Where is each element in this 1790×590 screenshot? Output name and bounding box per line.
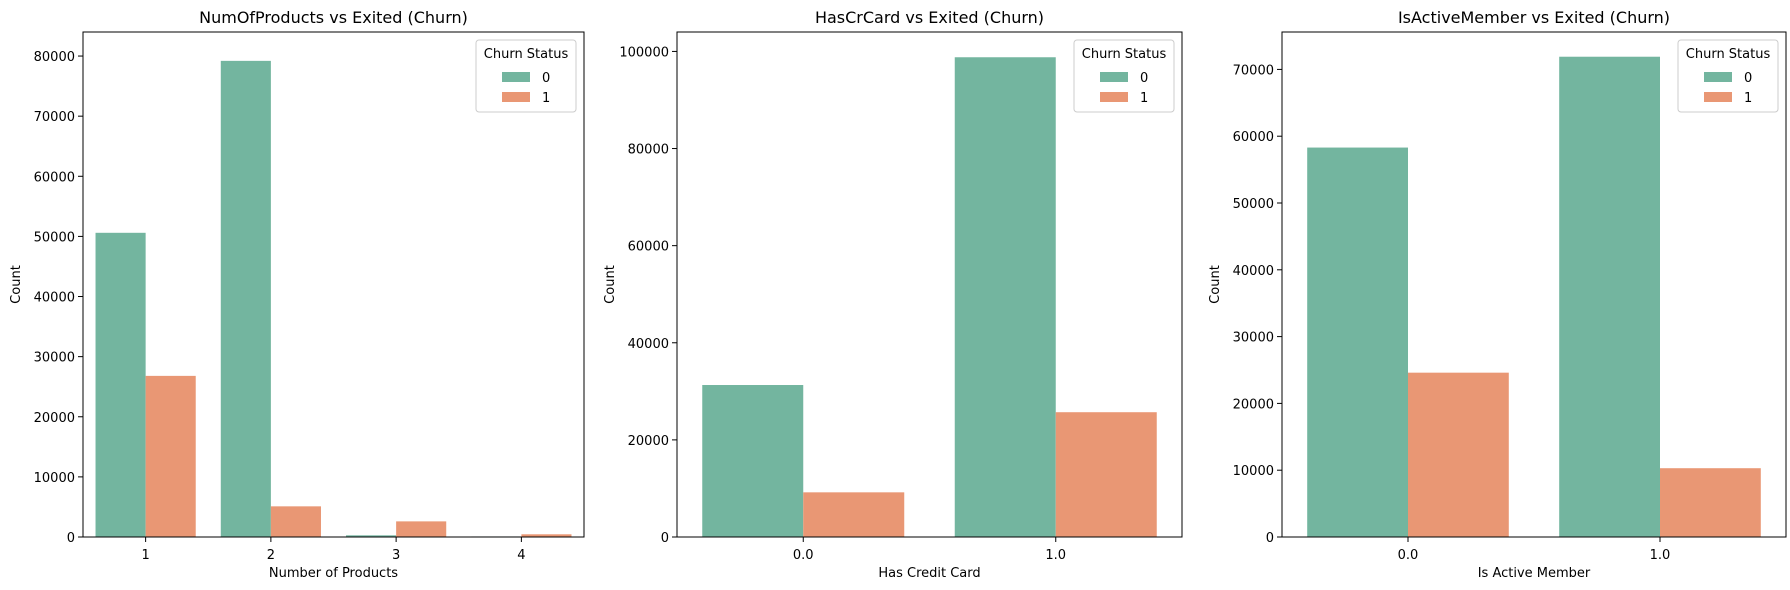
x-tick-label: 4 xyxy=(517,548,525,563)
y-tick-label: 50000 xyxy=(1233,197,1274,212)
legend-title: Churn Status xyxy=(484,47,569,62)
legend-label-0: 0 xyxy=(1140,71,1148,86)
y-tick-label: 80000 xyxy=(34,50,75,65)
bar-0.0-exited-0 xyxy=(702,385,804,537)
y-tick-label: 80000 xyxy=(628,143,669,158)
bar-1.0-exited-0 xyxy=(954,57,1056,537)
y-tick-label: 70000 xyxy=(1233,63,1274,78)
x-tick-label: 2 xyxy=(267,548,275,563)
legend-swatch-1 xyxy=(1100,92,1128,102)
x-tick-label: 1.0 xyxy=(1045,548,1066,563)
x-axis-label: Has Credit Card xyxy=(878,566,980,581)
bar-0.0-exited-0 xyxy=(1307,147,1408,537)
legend-swatch-0 xyxy=(1704,72,1732,82)
legend-swatch-1 xyxy=(1704,92,1732,102)
x-tick-label: 0.0 xyxy=(1398,548,1419,563)
legend-label-1: 1 xyxy=(1140,91,1148,106)
y-tick-label: 10000 xyxy=(1233,464,1274,479)
legend-title: Churn Status xyxy=(1686,47,1771,62)
chart-title: HasCrCard vs Exited (Churn) xyxy=(815,8,1044,27)
legend-swatch-0 xyxy=(1100,72,1128,82)
y-tick-label: 10000 xyxy=(34,471,75,486)
y-tick-label: 0 xyxy=(67,531,75,546)
bar-4-exited-1 xyxy=(521,534,572,537)
legend-label-0: 0 xyxy=(542,71,550,86)
legend-label-1: 1 xyxy=(1744,91,1752,106)
y-tick-label: 20000 xyxy=(628,434,669,449)
bar-0.0-exited-1 xyxy=(803,492,905,537)
y-tick-label: 70000 xyxy=(34,110,75,125)
chart-panel-3: 0 10000 20000 30000 40000 50000 60000 70000 0.0 1… xyxy=(1208,8,1787,581)
y-tick-label: 30000 xyxy=(34,351,75,366)
legend-swatch-0 xyxy=(502,72,530,82)
legend-label-0: 0 xyxy=(1744,71,1752,86)
x-tick-label: 0.0 xyxy=(793,548,814,563)
chart-title: NumOfProducts vs Exited (Churn) xyxy=(199,8,468,27)
y-tick-label: 20000 xyxy=(1233,397,1274,412)
y-tick-label: 60000 xyxy=(34,170,75,185)
bar-2-exited-0 xyxy=(220,60,271,538)
x-tick-label: 3 xyxy=(392,548,400,563)
legend: Churn Status 0 1 xyxy=(1677,39,1779,113)
y-tick-label: 100000 xyxy=(619,45,669,60)
bar-1.0-exited-1 xyxy=(1660,468,1761,537)
y-tick-label: 40000 xyxy=(1233,264,1274,279)
x-axis-label: Number of Products xyxy=(269,566,398,581)
x-axis-label: Is Active Member xyxy=(1478,566,1591,581)
y-tick-label: 40000 xyxy=(34,291,75,306)
y-tick-label: 0 xyxy=(661,531,669,546)
bar-3-exited-0 xyxy=(346,535,397,537)
bar-1-exited-1 xyxy=(145,375,196,537)
legend-swatch-1 xyxy=(502,92,530,102)
y-tick-label: 50000 xyxy=(34,230,75,245)
y-tick-label: 30000 xyxy=(1233,331,1274,346)
y-tick-label: 20000 xyxy=(34,411,75,426)
legend: Churn Status 0 1 xyxy=(1073,39,1175,113)
y-axis-label: Count xyxy=(9,265,24,304)
y-tick-label: 60000 xyxy=(628,240,669,255)
axes-frame xyxy=(676,31,1183,538)
legend-title: Churn Status xyxy=(1082,47,1167,62)
bar-0.0-exited-1 xyxy=(1408,372,1509,537)
bar-2-exited-1 xyxy=(270,506,321,537)
y-tick-label: 0 xyxy=(1266,531,1274,546)
x-tick-label: 1.0 xyxy=(1650,548,1671,563)
chart-panel-2: 0 20000 40000 60000 80000 100000 0.0 1.0 HasCrCa… xyxy=(603,8,1183,581)
axes-frame xyxy=(1281,31,1787,538)
x-tick-label: 1 xyxy=(141,548,149,563)
y-tick-label: 40000 xyxy=(628,337,669,352)
bar-3-exited-1 xyxy=(396,521,447,537)
y-tick-label: 60000 xyxy=(1233,130,1274,145)
bar-1.0-exited-1 xyxy=(1055,412,1157,537)
axes-frame xyxy=(82,31,585,538)
chart-title: IsActiveMember vs Exited (Churn) xyxy=(1398,8,1670,27)
y-axis-label: Count xyxy=(1208,265,1223,304)
chart-panel-1: 0 10000 20000 30000 40000 50000 60000 70000 8000… xyxy=(9,8,585,581)
legend: Churn Status 0 1 xyxy=(475,39,577,113)
legend-label-1: 1 xyxy=(542,91,550,106)
bar-1.0-exited-0 xyxy=(1559,56,1660,537)
bar-1-exited-0 xyxy=(95,232,146,538)
y-axis-label: Count xyxy=(603,265,618,304)
